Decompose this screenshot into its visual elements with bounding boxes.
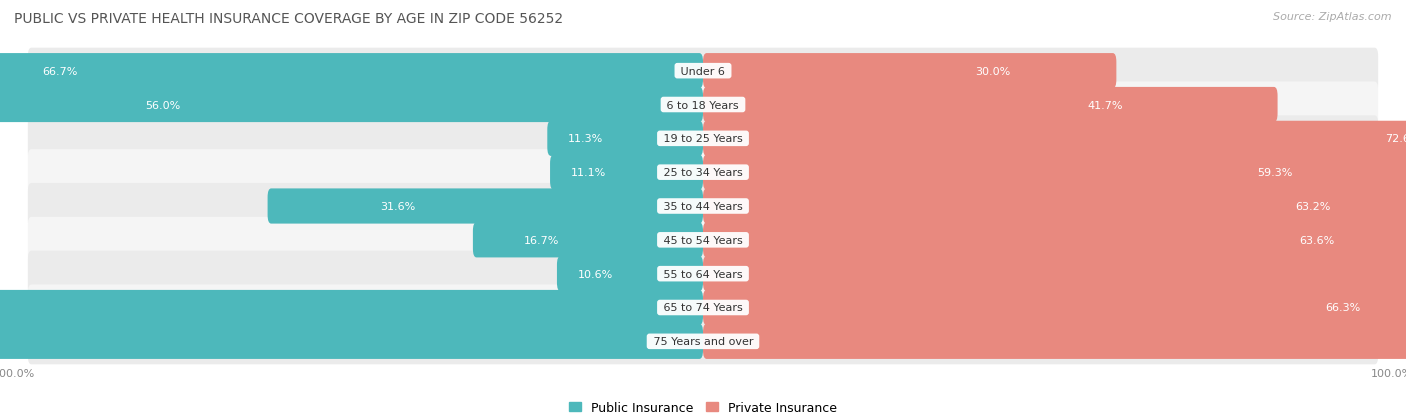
FancyBboxPatch shape: [703, 155, 1406, 190]
FancyBboxPatch shape: [703, 88, 1278, 123]
Legend: Public Insurance, Private Insurance: Public Insurance, Private Insurance: [568, 401, 838, 413]
Text: 75 Years and over: 75 Years and over: [650, 337, 756, 347]
FancyBboxPatch shape: [0, 324, 703, 359]
Text: 6 to 18 Years: 6 to 18 Years: [664, 100, 742, 110]
Text: 35 to 44 Years: 35 to 44 Years: [659, 202, 747, 211]
FancyBboxPatch shape: [28, 251, 1378, 297]
Text: 63.2%: 63.2%: [1295, 202, 1330, 211]
Text: 45 to 54 Years: 45 to 54 Years: [659, 235, 747, 245]
FancyBboxPatch shape: [557, 256, 703, 292]
FancyBboxPatch shape: [703, 256, 1406, 292]
Text: 66.3%: 66.3%: [1324, 303, 1360, 313]
Text: Under 6: Under 6: [678, 66, 728, 76]
Text: 66.7%: 66.7%: [42, 66, 77, 76]
Text: 10.6%: 10.6%: [578, 269, 613, 279]
FancyBboxPatch shape: [703, 121, 1406, 157]
FancyBboxPatch shape: [28, 183, 1378, 230]
Text: 31.6%: 31.6%: [381, 202, 416, 211]
FancyBboxPatch shape: [703, 189, 1406, 224]
FancyBboxPatch shape: [547, 121, 703, 157]
Text: 63.6%: 63.6%: [1299, 235, 1334, 245]
FancyBboxPatch shape: [703, 54, 1116, 89]
FancyBboxPatch shape: [0, 54, 703, 89]
Text: 30.0%: 30.0%: [974, 66, 1010, 76]
FancyBboxPatch shape: [28, 82, 1378, 128]
FancyBboxPatch shape: [703, 324, 1406, 359]
FancyBboxPatch shape: [28, 318, 1378, 364]
Text: 41.7%: 41.7%: [1087, 100, 1123, 110]
FancyBboxPatch shape: [0, 88, 703, 123]
Text: 65 to 74 Years: 65 to 74 Years: [659, 303, 747, 313]
FancyBboxPatch shape: [703, 290, 1406, 325]
Text: 19 to 25 Years: 19 to 25 Years: [659, 134, 747, 144]
Text: 59.3%: 59.3%: [1257, 168, 1292, 178]
Text: 16.7%: 16.7%: [524, 235, 560, 245]
FancyBboxPatch shape: [703, 223, 1406, 258]
Text: 56.0%: 56.0%: [145, 100, 180, 110]
FancyBboxPatch shape: [0, 290, 703, 325]
FancyBboxPatch shape: [28, 285, 1378, 331]
Text: Source: ZipAtlas.com: Source: ZipAtlas.com: [1274, 12, 1392, 22]
Text: 11.1%: 11.1%: [571, 168, 606, 178]
Text: 11.3%: 11.3%: [568, 134, 603, 144]
FancyBboxPatch shape: [550, 155, 703, 190]
FancyBboxPatch shape: [28, 150, 1378, 196]
Text: PUBLIC VS PRIVATE HEALTH INSURANCE COVERAGE BY AGE IN ZIP CODE 56252: PUBLIC VS PRIVATE HEALTH INSURANCE COVER…: [14, 12, 564, 26]
FancyBboxPatch shape: [267, 189, 703, 224]
Text: 55 to 64 Years: 55 to 64 Years: [659, 269, 747, 279]
Text: 25 to 34 Years: 25 to 34 Years: [659, 168, 747, 178]
Text: 72.6%: 72.6%: [1385, 134, 1406, 144]
FancyBboxPatch shape: [472, 223, 703, 258]
FancyBboxPatch shape: [28, 116, 1378, 162]
FancyBboxPatch shape: [28, 217, 1378, 263]
FancyBboxPatch shape: [28, 49, 1378, 95]
